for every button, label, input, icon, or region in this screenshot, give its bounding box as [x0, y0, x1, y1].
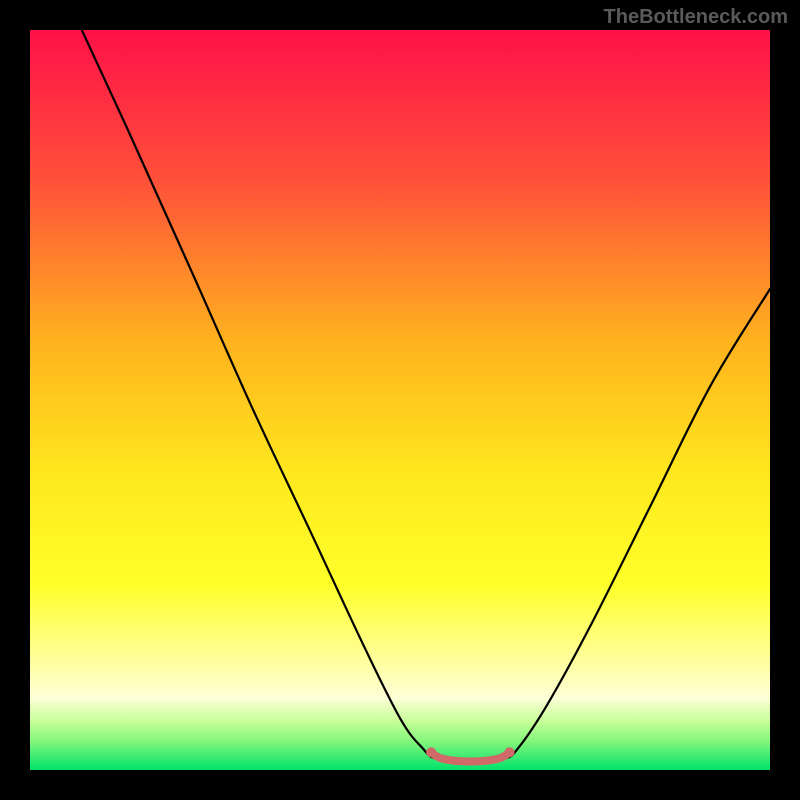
curve-path	[82, 30, 770, 761]
curve-hump-endpoint	[426, 747, 436, 757]
watermark-label: TheBottleneck.com	[604, 6, 788, 28]
curve-hump	[431, 752, 509, 761]
bottleneck-curve	[30, 30, 770, 770]
watermark-text: TheBottleneck.com	[604, 6, 788, 29]
curve-hump-endpoint	[505, 747, 515, 757]
chart-container: TheBottleneck.com	[0, 0, 800, 800]
plot-area	[30, 30, 770, 770]
